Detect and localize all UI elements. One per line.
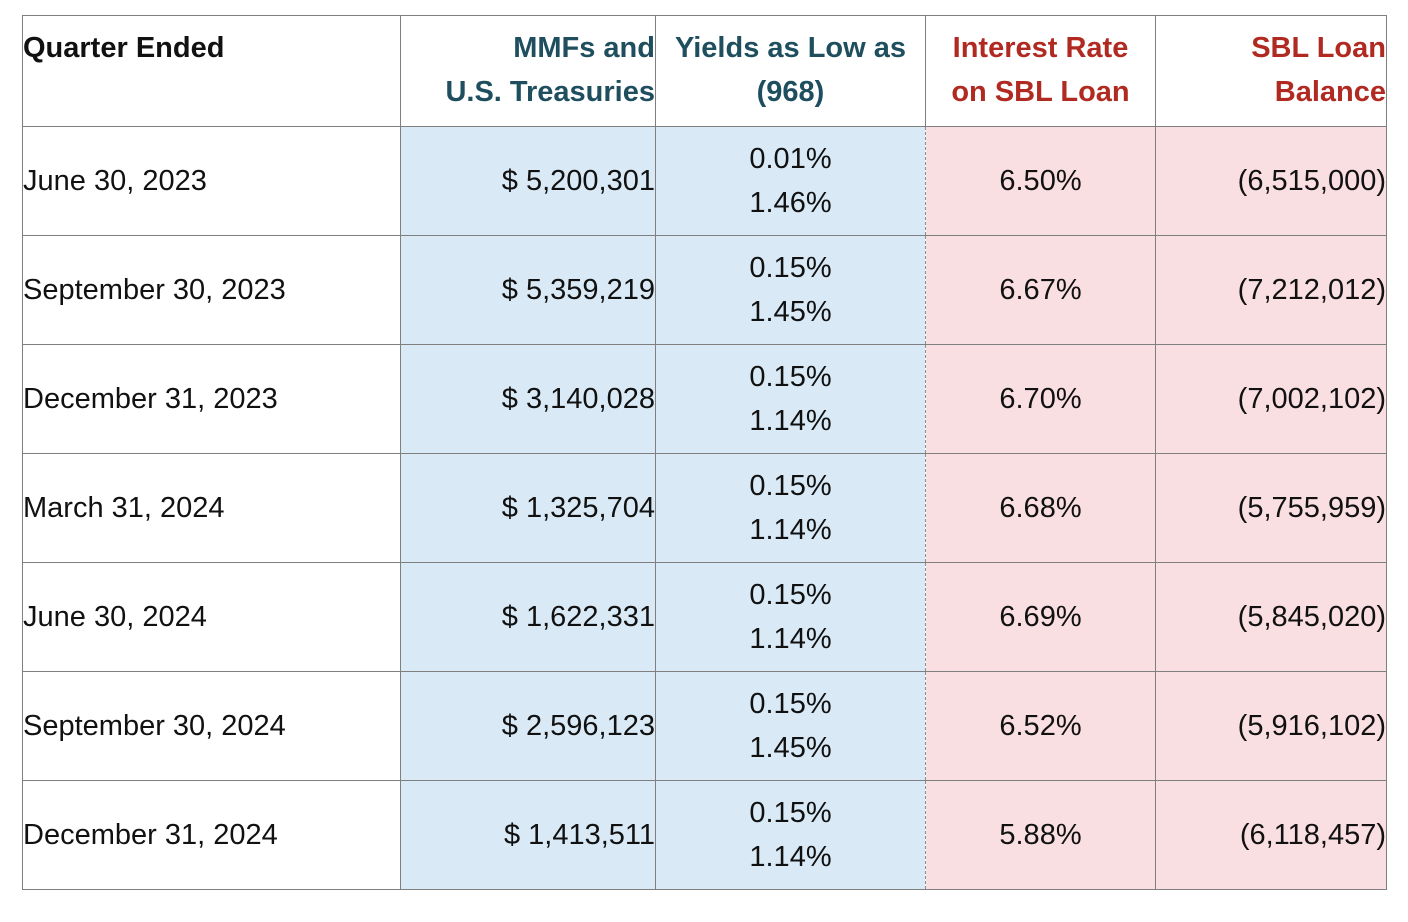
cell-mmf-value: $ 1,413,511 bbox=[400, 780, 656, 890]
table-row: September 30, 2024 $ 2,596,123 0.15% 1.4… bbox=[22, 671, 1387, 781]
cell-interest-rate: 6.50% bbox=[925, 126, 1156, 236]
cell-yield-range: 0.15% 1.14% bbox=[655, 562, 926, 672]
table-row: September 30, 2023 $ 5,359,219 0.15% 1.4… bbox=[22, 235, 1387, 345]
cell-interest-rate: 6.67% bbox=[925, 235, 1156, 345]
cell-loan-balance: (7,212,012) bbox=[1155, 235, 1387, 345]
cell-loan-balance: (7,002,102) bbox=[1155, 344, 1387, 454]
table-body: June 30, 2023 $ 5,200,301 0.01% 1.46% 6.… bbox=[22, 126, 1387, 890]
cell-quarter: December 31, 2023 bbox=[22, 344, 401, 454]
cell-loan-balance: (5,755,959) bbox=[1155, 453, 1387, 563]
cell-mmf-value: $ 2,596,123 bbox=[400, 671, 656, 781]
cell-interest-rate: 6.52% bbox=[925, 671, 1156, 781]
cell-yield-range: 0.15% 1.14% bbox=[655, 780, 926, 890]
header-yields-as-low-as: Yields as Low as (968) bbox=[655, 15, 926, 127]
table-row: March 31, 2024 $ 1,325,704 0.15% 1.14% 6… bbox=[22, 453, 1387, 563]
cell-yield-range: 0.15% 1.45% bbox=[655, 671, 926, 781]
cell-mmf-value: $ 3,140,028 bbox=[400, 344, 656, 454]
cell-interest-rate: 6.68% bbox=[925, 453, 1156, 563]
table-row: June 30, 2024 $ 1,622,331 0.15% 1.14% 6.… bbox=[22, 562, 1387, 672]
cell-quarter: March 31, 2024 bbox=[22, 453, 401, 563]
cell-yield-range: 0.15% 1.14% bbox=[655, 453, 926, 563]
cell-loan-balance: (6,118,457) bbox=[1155, 780, 1387, 890]
cell-interest-rate: 6.69% bbox=[925, 562, 1156, 672]
cell-yield-range: 0.15% 1.45% bbox=[655, 235, 926, 345]
cell-interest-rate: 5.88% bbox=[925, 780, 1156, 890]
table-row: December 31, 2023 $ 3,140,028 0.15% 1.14… bbox=[22, 344, 1387, 454]
cell-mmf-value: $ 1,622,331 bbox=[400, 562, 656, 672]
cell-quarter: June 30, 2024 bbox=[22, 562, 401, 672]
sbl-loan-quarterly-table: Quarter Ended MMFs and U.S. Treasuries Y… bbox=[22, 15, 1387, 890]
header-sbl-loan-balance: SBL Loan Balance bbox=[1155, 15, 1387, 127]
cell-loan-balance: (5,916,102) bbox=[1155, 671, 1387, 781]
table-row: December 31, 2024 $ 1,413,511 0.15% 1.14… bbox=[22, 780, 1387, 890]
financial-table: Quarter Ended MMFs and U.S. Treasuries Y… bbox=[22, 15, 1387, 890]
cell-loan-balance: (6,515,000) bbox=[1155, 126, 1387, 236]
cell-yield-range: 0.01% 1.46% bbox=[655, 126, 926, 236]
cell-quarter: June 30, 2023 bbox=[22, 126, 401, 236]
header-mmfs-treasuries: MMFs and U.S. Treasuries bbox=[400, 15, 656, 127]
cell-yield-range: 0.15% 1.14% bbox=[655, 344, 926, 454]
cell-mmf-value: $ 1,325,704 bbox=[400, 453, 656, 563]
header-quarter-label: Quarter Ended bbox=[23, 32, 225, 64]
cell-mmf-value: $ 5,200,301 bbox=[400, 126, 656, 236]
cell-quarter: September 30, 2024 bbox=[22, 671, 401, 781]
cell-mmf-value: $ 5,359,219 bbox=[400, 235, 656, 345]
cell-quarter: September 30, 2023 bbox=[22, 235, 401, 345]
header-interest-rate-sbl: Interest Rate on SBL Loan bbox=[925, 15, 1156, 127]
table-row: June 30, 2023 $ 5,200,301 0.01% 1.46% 6.… bbox=[22, 126, 1387, 236]
header-quarter-ended: Quarter Ended bbox=[22, 15, 401, 127]
cell-quarter: December 31, 2024 bbox=[22, 780, 401, 890]
cell-loan-balance: (5,845,020) bbox=[1155, 562, 1387, 672]
cell-interest-rate: 6.70% bbox=[925, 344, 1156, 454]
table-header-row: Quarter Ended MMFs and U.S. Treasuries Y… bbox=[22, 15, 1387, 127]
